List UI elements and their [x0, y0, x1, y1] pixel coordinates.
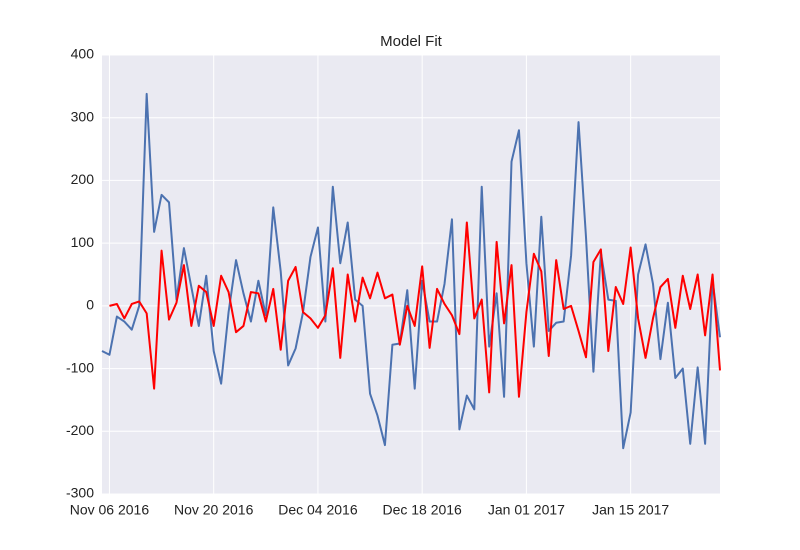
- y-tick-label: -300: [66, 485, 94, 501]
- y-tick-label: 400: [71, 46, 95, 62]
- y-tick-label: 200: [71, 171, 95, 187]
- y-tick-label: 100: [71, 234, 95, 250]
- y-tick-label: 0: [86, 297, 94, 313]
- x-tick-label: Nov 06 2016: [70, 502, 150, 518]
- x-tick-label: Nov 20 2016: [174, 502, 254, 518]
- chart-title: Model Fit: [380, 33, 443, 50]
- x-tick-label: Dec 18 2016: [382, 502, 462, 518]
- y-tick-label: -100: [66, 359, 94, 375]
- y-tick-label: -200: [66, 422, 94, 438]
- data-line: [101, 92, 721, 450]
- x-tick-label: Dec 04 2016: [278, 502, 358, 518]
- x-tick-label: Jan 15 2017: [592, 502, 669, 518]
- y-tick-label: 300: [71, 108, 95, 124]
- x-tick-label: Jan 01 2017: [488, 502, 565, 518]
- plot-area: [102, 55, 720, 494]
- data-line: [109, 221, 721, 398]
